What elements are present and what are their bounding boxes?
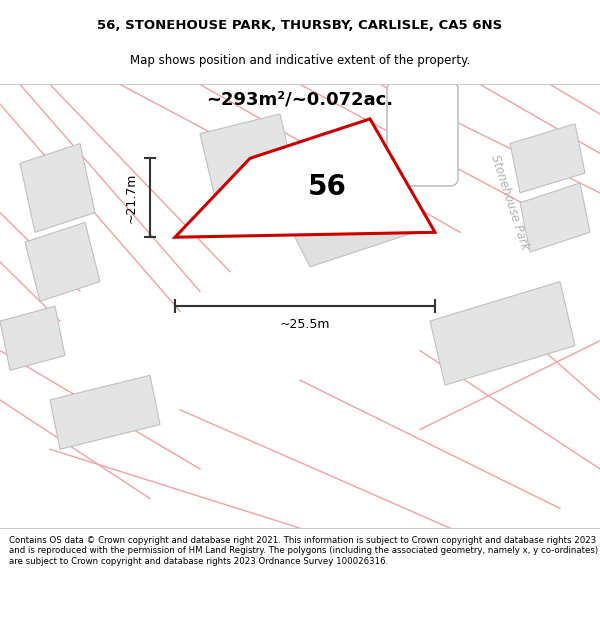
Text: Contains OS data © Crown copyright and database right 2021. This information is : Contains OS data © Crown copyright and d… [9,536,598,566]
Polygon shape [0,306,65,371]
Polygon shape [20,144,95,232]
Text: Map shows position and indicative extent of the property.: Map shows position and indicative extent… [130,54,470,68]
Polygon shape [50,375,160,449]
Polygon shape [320,124,365,168]
Text: ~21.7m: ~21.7m [125,173,138,223]
FancyBboxPatch shape [387,81,458,186]
Polygon shape [175,119,435,238]
Polygon shape [265,144,415,267]
Polygon shape [25,222,100,301]
Text: 56, STONEHOUSE PARK, THURSBY, CARLISLE, CA5 6NS: 56, STONEHOUSE PARK, THURSBY, CARLISLE, … [97,19,503,32]
Polygon shape [520,183,590,252]
Text: ~25.5m: ~25.5m [280,318,330,331]
Text: 56: 56 [308,173,347,201]
Text: Stonehouse Park: Stonehouse Park [488,153,532,252]
Polygon shape [200,114,295,198]
Polygon shape [510,124,585,193]
Text: ~293m²/~0.072ac.: ~293m²/~0.072ac. [206,90,394,108]
Polygon shape [430,282,575,385]
